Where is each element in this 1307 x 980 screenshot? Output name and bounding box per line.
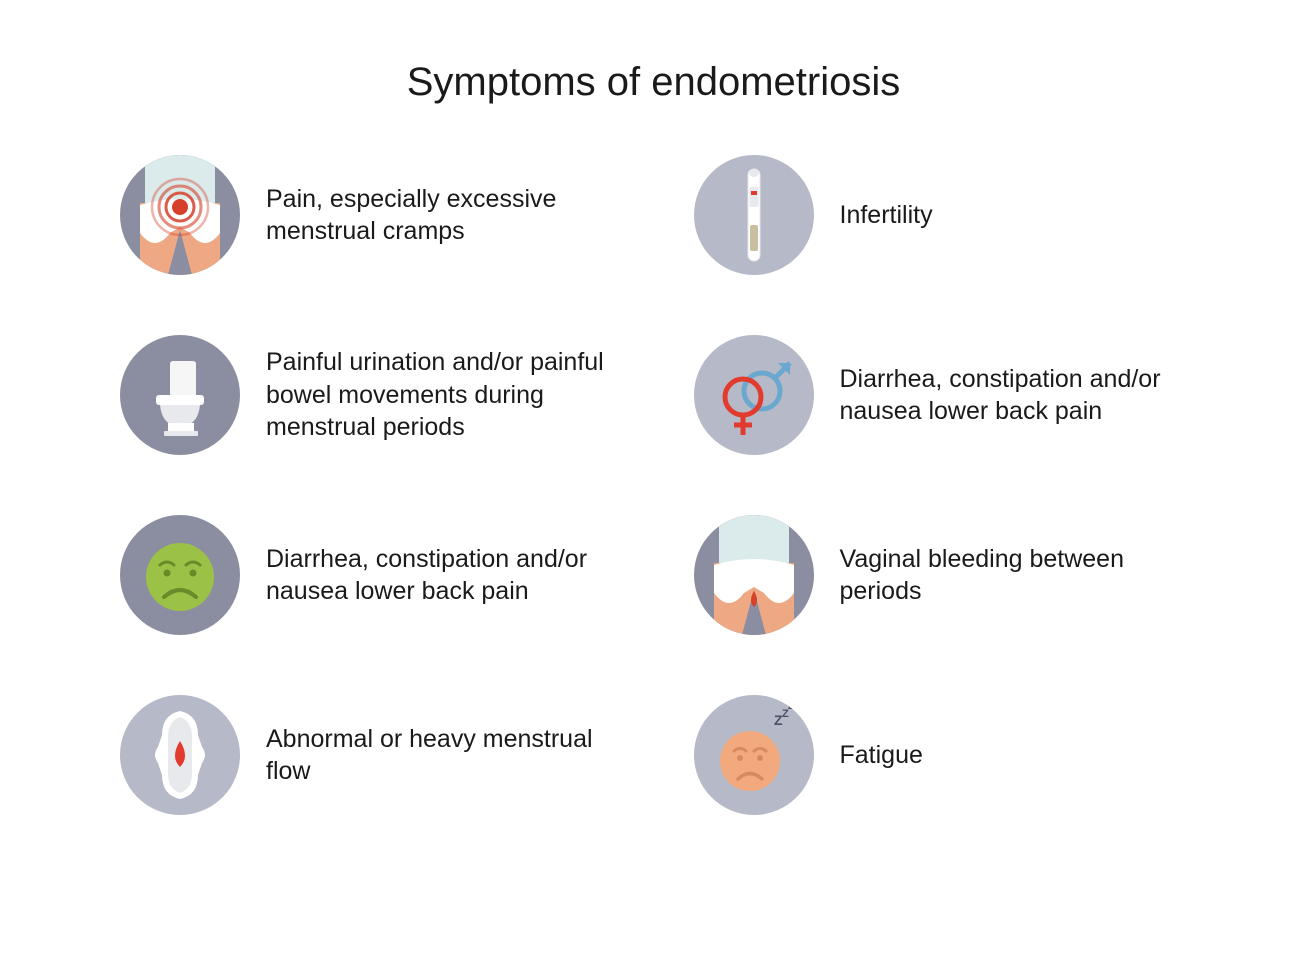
pregnancy-test-icon	[694, 155, 814, 275]
symptom-label: Diarrhea, constipation and/or nausea low…	[266, 543, 606, 608]
symptom-bleeding: Vaginal bleeding between periods	[694, 515, 1188, 635]
toilet-icon	[120, 335, 240, 455]
symptom-label: Infertility	[840, 199, 933, 232]
gender-symbols-icon	[694, 335, 814, 455]
svg-text:Z: Z	[788, 701, 794, 711]
symptom-label: Painful urination and/or painful bowel m…	[266, 346, 606, 444]
pelvis-pain-icon	[120, 155, 240, 275]
page-title: Symptoms of endometriosis	[120, 60, 1187, 105]
symptom-infertility: Infertility	[694, 155, 1188, 275]
symptom-fatigue: Z Z Z Fatigue	[694, 695, 1188, 815]
symptom-heavy-flow: Abnormal or heavy menstrual flow	[120, 695, 614, 815]
symptom-label: Pain, especially excessive menstrual cra…	[266, 183, 606, 248]
symptom-label: Fatigue	[840, 739, 923, 772]
symptom-label: Diarrhea, constipation and/or nausea low…	[840, 363, 1180, 428]
symptom-intercourse: Diarrhea, constipation and/or nausea low…	[694, 335, 1188, 455]
symptom-label: Abnormal or heavy menstrual flow	[266, 723, 606, 788]
symptom-label: Vaginal bleeding between periods	[840, 543, 1180, 608]
sick-face-icon	[120, 515, 240, 635]
symptom-cramps: Pain, especially excessive menstrual cra…	[120, 155, 614, 275]
pad-icon	[120, 695, 240, 815]
symptom-nausea: Diarrhea, constipation and/or nausea low…	[120, 515, 614, 635]
pelvis-bleed-icon	[694, 515, 814, 635]
symptom-grid: Pain, especially excessive menstrual cra…	[120, 155, 1187, 815]
sleepy-face-icon: Z Z Z	[694, 695, 814, 815]
symptom-urination: Painful urination and/or painful bowel m…	[120, 335, 614, 455]
